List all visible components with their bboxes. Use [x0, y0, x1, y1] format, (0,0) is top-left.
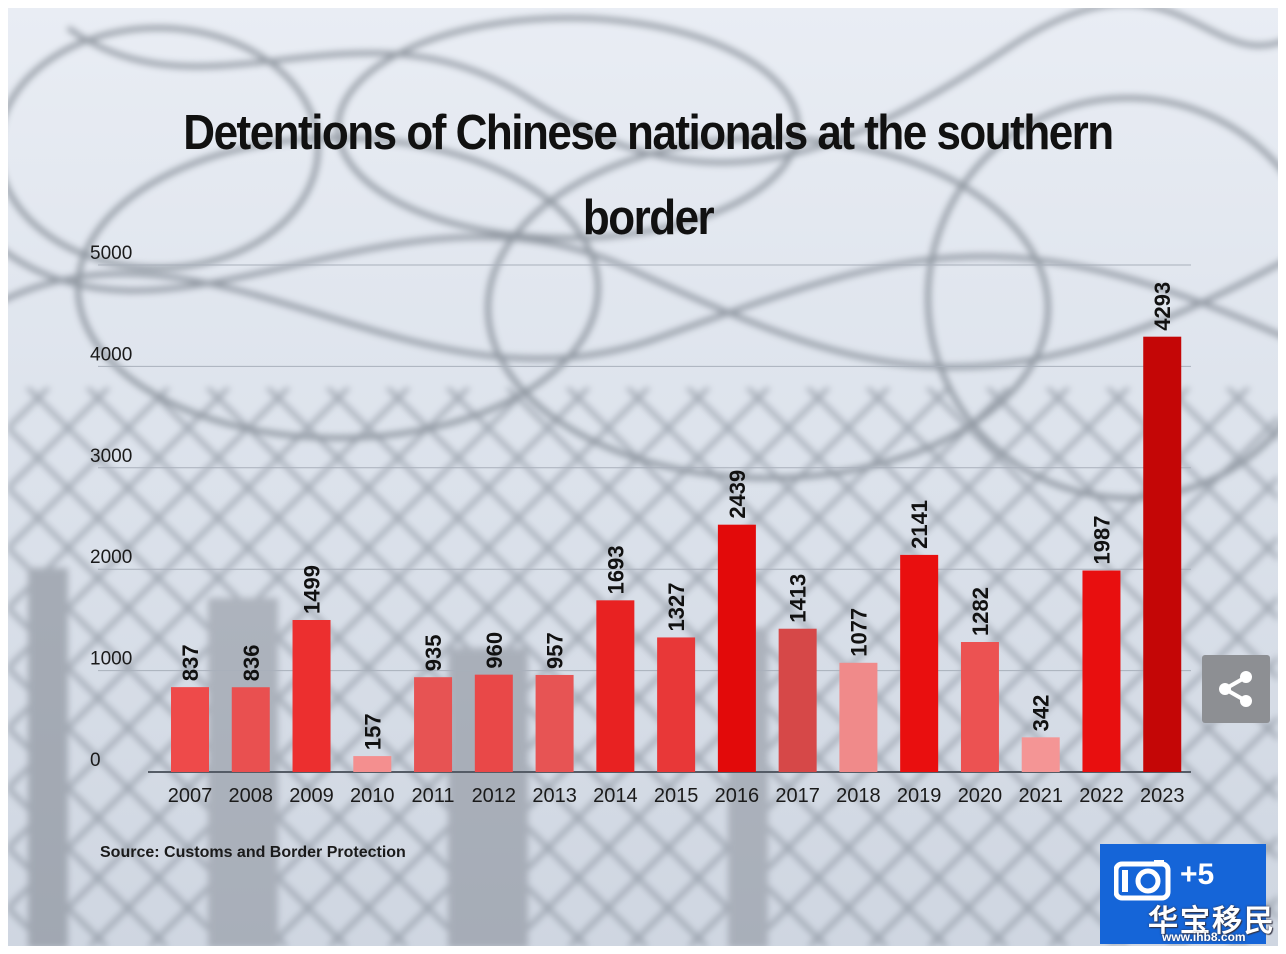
- camera-icon: [1114, 860, 1171, 901]
- bar: [474, 674, 513, 772]
- x-tick-label: 2007: [168, 785, 213, 807]
- bar: [1082, 570, 1121, 772]
- bar-value-label: 935: [421, 634, 446, 671]
- x-tick-label: 2010: [350, 785, 395, 807]
- bar: [1143, 336, 1182, 772]
- y-tick-label: 4000: [90, 344, 132, 365]
- x-tick-label: 2019: [897, 785, 942, 807]
- bar-value-label: 1282: [968, 587, 993, 636]
- bar-value-label: 1327: [664, 582, 689, 631]
- bar-chart: 0 1000 2000 3000 4000 5000 837 2007 836 2008 1499 2…: [90, 243, 1191, 807]
- bar: [353, 756, 392, 772]
- bar: [596, 600, 635, 772]
- bar-value-label: 157: [360, 713, 385, 750]
- bar-value-label: 4293: [1150, 282, 1175, 331]
- x-tick-label: 2013: [532, 785, 577, 807]
- y-tick-label: 1000: [90, 649, 132, 670]
- x-tick-label: 2015: [654, 785, 699, 807]
- bar: [292, 620, 331, 772]
- bar: [778, 628, 817, 772]
- y-tick-label: 5000: [90, 243, 132, 264]
- bar: [171, 687, 209, 772]
- bar-value-label: 1987: [1089, 516, 1114, 565]
- bar-value-label: 1413: [786, 574, 811, 623]
- bar-value-label: 1077: [846, 608, 871, 657]
- x-tick-label: 2008: [229, 785, 274, 807]
- x-tick-label: 2020: [958, 785, 1003, 807]
- y-tick-label: 0: [90, 750, 101, 771]
- x-tick-label: 2018: [836, 785, 881, 807]
- bar: [960, 642, 999, 772]
- fence-background: [8, 8, 1278, 946]
- bar-value-label: 957: [543, 632, 568, 669]
- x-tick-label: 2016: [715, 785, 760, 807]
- share-icon: [1219, 671, 1252, 707]
- bar: [414, 677, 453, 772]
- bar-value-label: 1499: [300, 565, 325, 614]
- gallery-button[interactable]: +5: [1100, 844, 1266, 944]
- y-tick-label: 3000: [90, 446, 132, 467]
- source-note: Source: Customs and Border Protection: [100, 844, 406, 861]
- bar-value-label: 836: [239, 645, 264, 682]
- chart-title: Detentions of Chinese nationals at the s…: [183, 105, 1114, 246]
- bar-value-label: 2141: [907, 500, 932, 549]
- bar: [900, 554, 939, 772]
- bar: [657, 637, 696, 772]
- bar-value-label: 342: [1029, 695, 1054, 732]
- x-tick-label: 2014: [593, 785, 638, 807]
- x-tick-label: 2023: [1140, 785, 1185, 807]
- bar: [535, 674, 574, 772]
- bar: [1021, 737, 1060, 772]
- watermark-url: www.ihb8.com: [1162, 930, 1246, 944]
- bar: [717, 524, 756, 772]
- bar-value-label: 837: [178, 644, 203, 681]
- watermark-logo: 华宝移民: [1148, 905, 1276, 938]
- x-tick-label: 2012: [472, 785, 517, 807]
- gallery-count: +5: [1180, 858, 1215, 891]
- bar: [231, 687, 270, 772]
- bar-value-label: 1693: [603, 545, 628, 594]
- bar: [839, 662, 878, 772]
- x-tick-label: 2017: [775, 785, 820, 807]
- bar-value-label: 960: [482, 632, 507, 669]
- x-tick-label: 2009: [289, 785, 334, 807]
- x-tick-label: 2021: [1018, 785, 1063, 807]
- bar-value-label: 2439: [725, 470, 750, 519]
- share-button[interactable]: [1202, 655, 1270, 723]
- x-tick-label: 2011: [412, 785, 455, 807]
- y-tick-label: 2000: [90, 547, 132, 568]
- x-tick-label: 2022: [1079, 785, 1124, 807]
